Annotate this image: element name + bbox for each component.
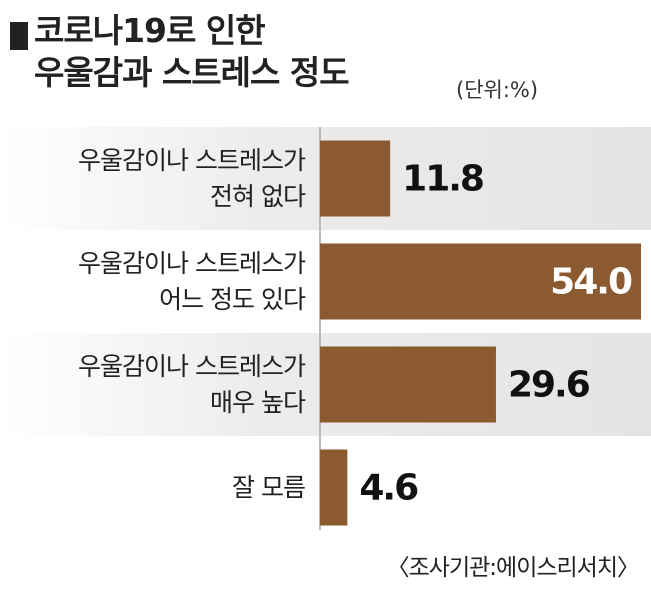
value-label: 54.0 [550, 262, 632, 303]
bar [320, 449, 348, 526]
title-marker [10, 22, 28, 50]
category-label: 우울감이나 스트레스가 매우 높다 [78, 351, 306, 417]
chart-subtitle: (단위:%) [456, 78, 539, 102]
bar [320, 346, 496, 423]
category-label: 우울감이나 스트레스가 전혀 없다 [78, 145, 306, 211]
source-note: 〈조사기관:에이스리서치〉 [386, 555, 640, 581]
bar [320, 140, 391, 217]
category-label: 잘 모름 [232, 472, 306, 502]
value-label: 4.6 [359, 468, 418, 509]
value-label: 29.6 [508, 365, 590, 406]
chart-title: 코로나19로 인한 우울감과 스트레스 정도 [34, 11, 350, 92]
category-label: 우울감이나 스트레스가 어느 정도 있다 [78, 248, 306, 314]
value-label: 11.8 [402, 159, 483, 200]
bar [320, 243, 641, 320]
